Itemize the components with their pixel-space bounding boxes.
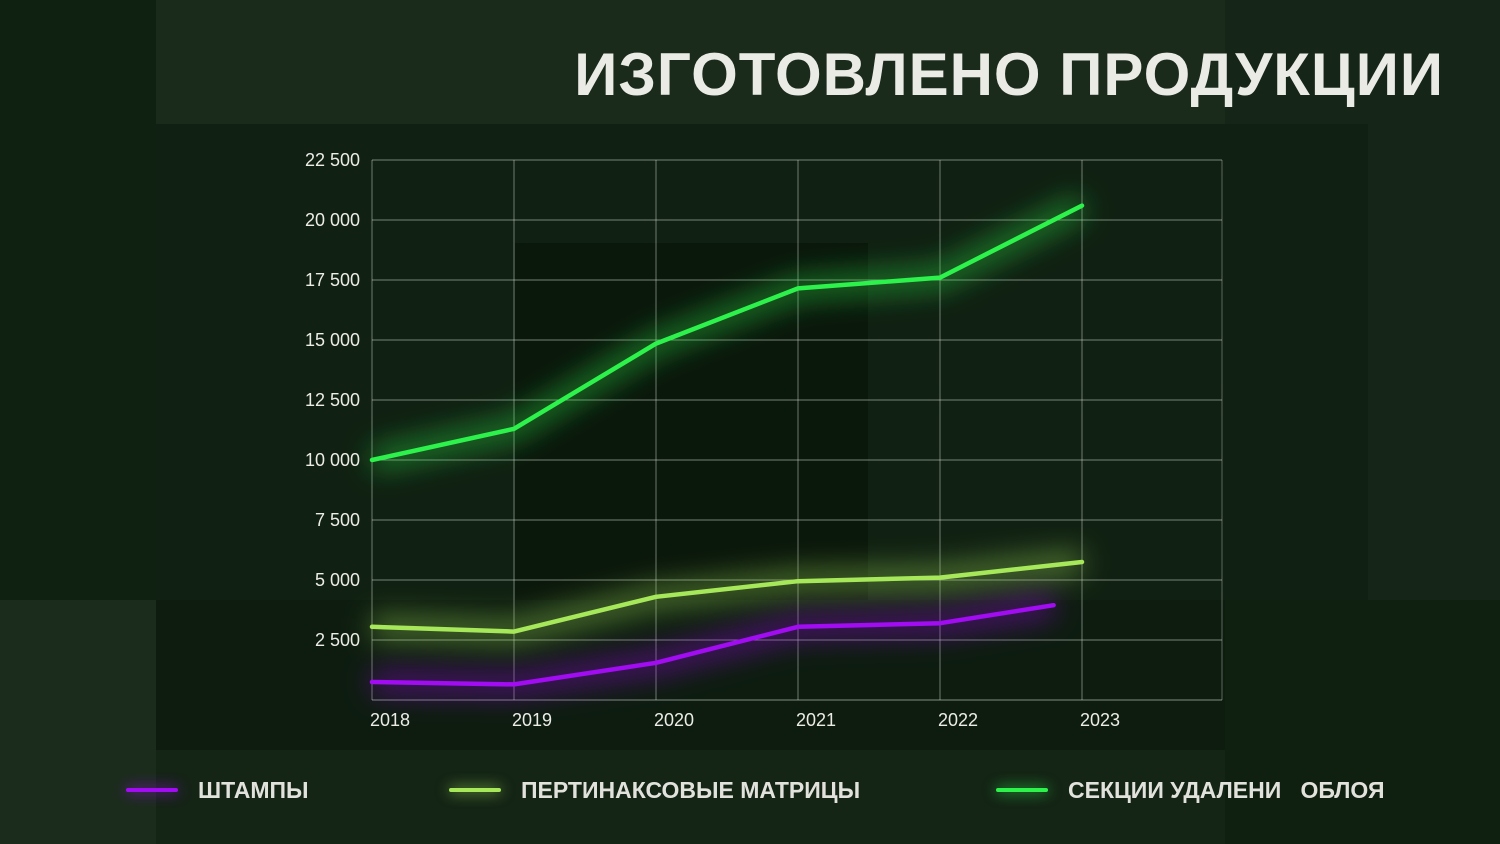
x-tick-label: 2019 bbox=[512, 710, 552, 730]
bg-panel bbox=[156, 750, 1225, 844]
x-tick-label: 2020 bbox=[654, 710, 694, 730]
y-tick-label: 5 000 bbox=[315, 570, 360, 590]
legend-item-pertinax-matrices: ПЕРТИНАКСОВЫЕ МАТРИЦЫ bbox=[449, 772, 860, 808]
bg-panel bbox=[0, 600, 156, 844]
series-line-2 bbox=[369, 203, 1085, 463]
x-tick-label: 2022 bbox=[938, 710, 978, 730]
y-tick-label: 2 500 bbox=[315, 630, 360, 650]
legend-item-shtampy: ШТАМПЫ bbox=[126, 772, 309, 808]
series-glow bbox=[369, 195, 1087, 696]
y-tick-label: 12 500 bbox=[305, 390, 360, 410]
bg-panel bbox=[156, 600, 1225, 750]
bg-panel bbox=[156, 0, 1225, 124]
series-line-1 bbox=[369, 559, 1085, 634]
tick-labels: 22 500 20 000 17 500 15 000 12 500 10 000 7 50… bbox=[305, 150, 1120, 730]
series-lines bbox=[369, 203, 1085, 687]
chart-grid bbox=[371, 159, 1223, 701]
x-tick-label: 2021 bbox=[796, 710, 836, 730]
x-tick-label: 2023 bbox=[1080, 710, 1120, 730]
y-tick-label: 20 000 bbox=[305, 210, 360, 230]
y-tick-label: 7 500 bbox=[315, 510, 360, 530]
legend-label: ПЕРТИНАКСОВЫЕ МАТРИЦЫ bbox=[521, 776, 861, 803]
series-glow-2 bbox=[369, 195, 1087, 471]
y-tick-label: 10 000 bbox=[305, 450, 360, 470]
y-tick-label: 17 500 bbox=[305, 270, 360, 290]
chart-title: ИЗГОТОВЛЕНО ПРОДУКЦИИ bbox=[574, 41, 1444, 108]
bg-panel bbox=[515, 243, 868, 600]
series-line-0 bbox=[369, 602, 1056, 687]
series-glow-0 bbox=[371, 594, 1056, 696]
legend-swatch bbox=[996, 788, 1048, 792]
bg-panel bbox=[1225, 600, 1500, 844]
x-tick-label: 2018 bbox=[370, 710, 410, 730]
legend-swatch bbox=[126, 788, 178, 792]
y-tick-label: 15 000 bbox=[305, 330, 360, 350]
legend-item-deflash-sections: СЕКЦИИ УДАЛЕНИ ОБЛОЯ bbox=[996, 772, 1385, 808]
legend-swatch bbox=[449, 788, 501, 792]
legend-label: СЕКЦИИ УДАЛЕНИ ОБЛОЯ bbox=[1068, 776, 1385, 803]
y-tick-label: 22 500 bbox=[305, 150, 360, 170]
legend-label: ШТАМПЫ bbox=[198, 776, 309, 803]
